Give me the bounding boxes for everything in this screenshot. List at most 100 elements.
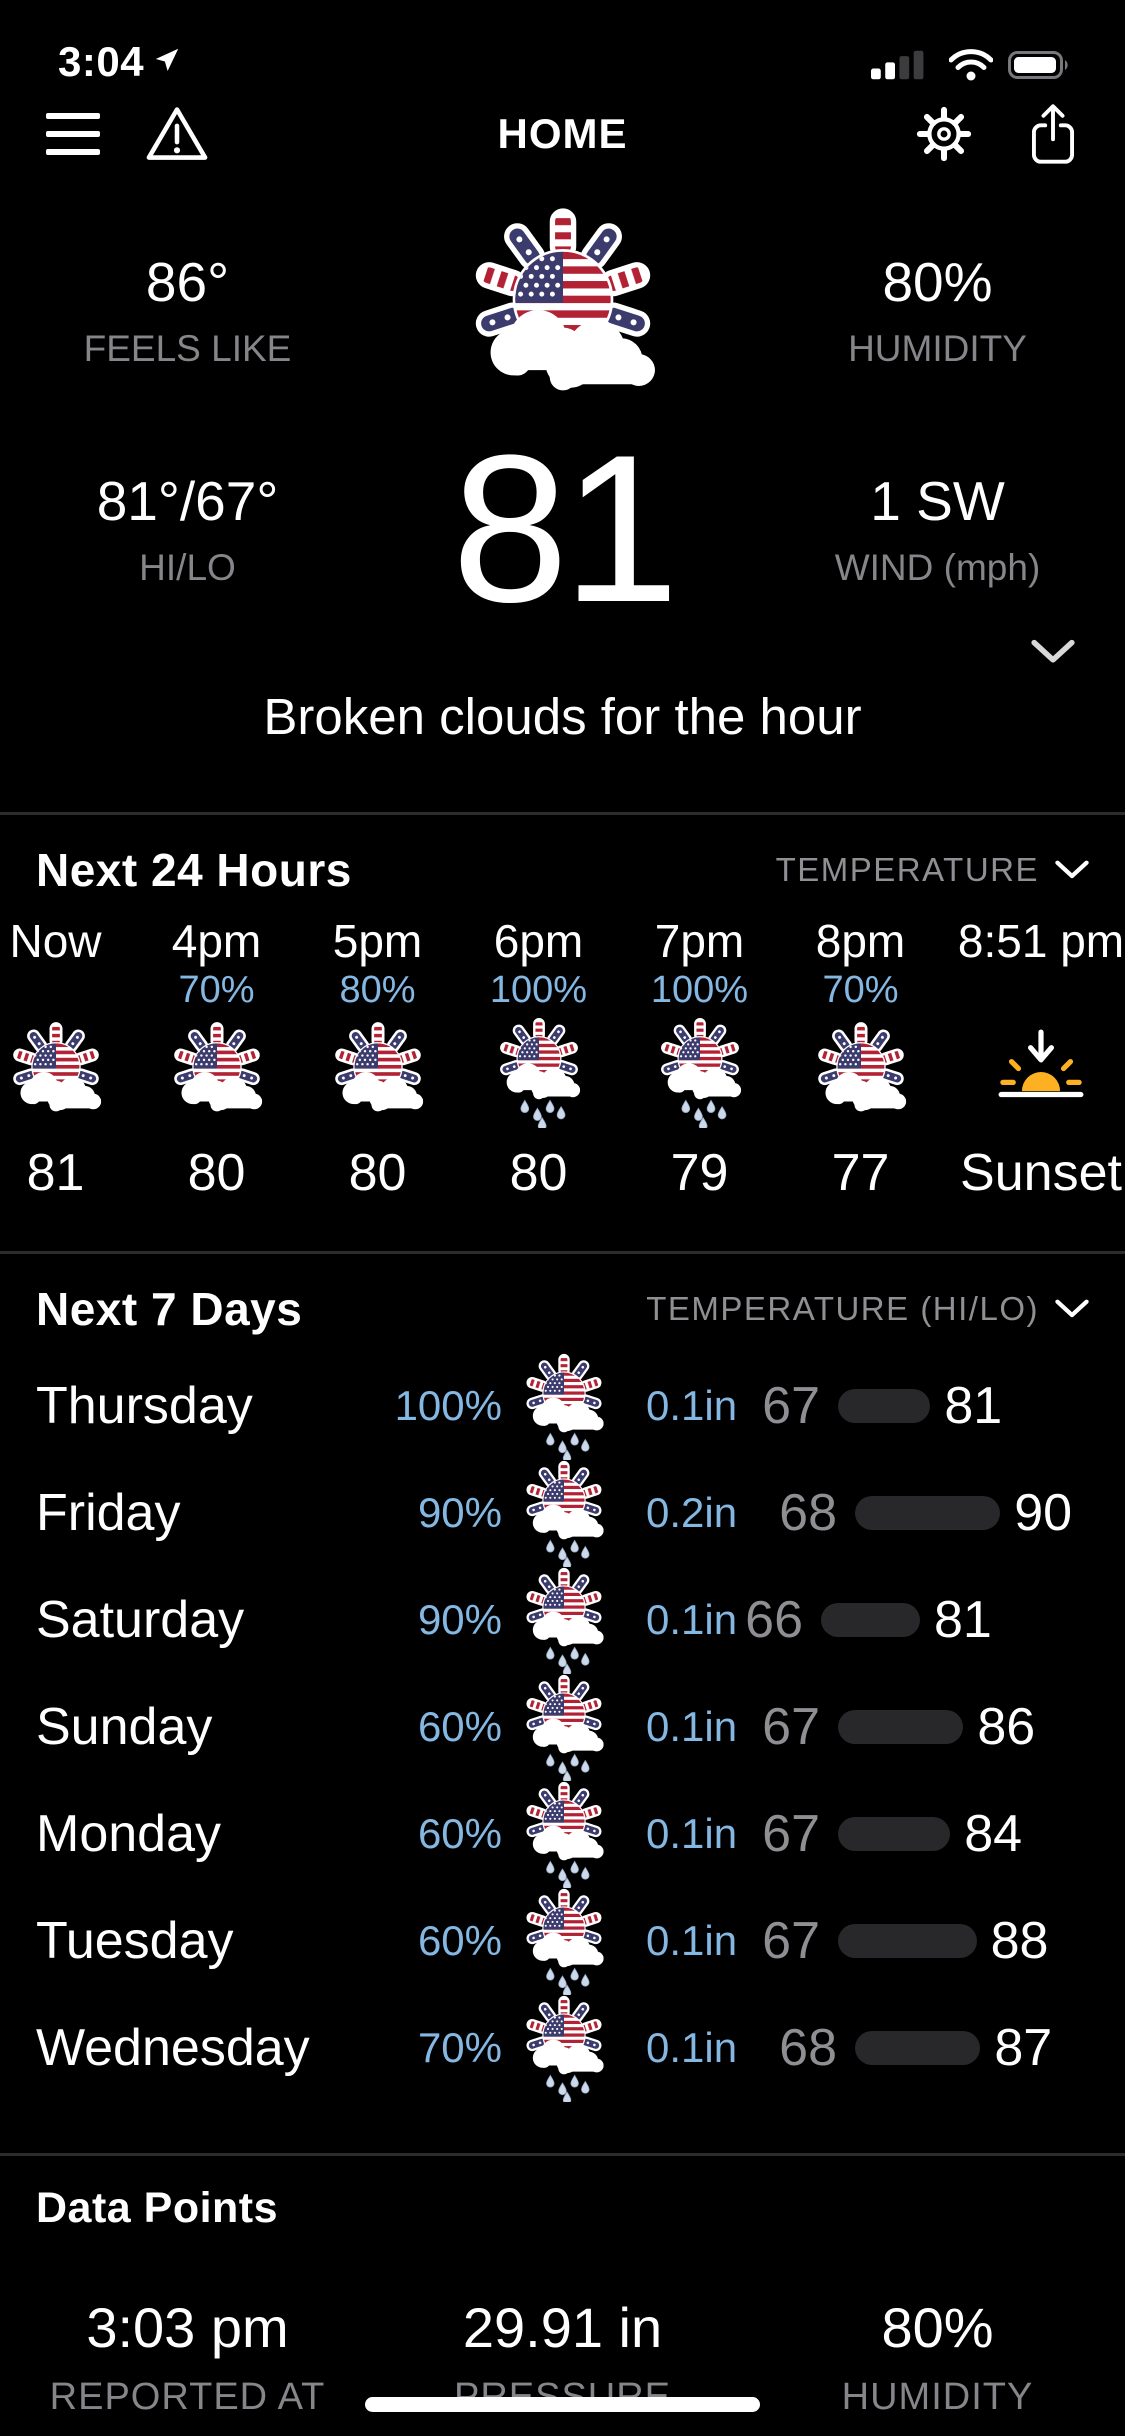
high-temp: 81 [934, 1590, 992, 1649]
temp-range: 66 81 [743, 1590, 992, 1650]
daily-weather-icon [502, 1994, 626, 2102]
humidity-datapoint-value: 80% [881, 2296, 994, 2359]
temp-range: 68 90 [777, 1483, 1072, 1543]
low-temp: 66 [745, 1590, 803, 1649]
data-points-title: Data Points [36, 2184, 279, 2232]
status-time: 3:04 [58, 38, 145, 85]
hourly-weather-icon [326, 1015, 430, 1129]
hour-column: 7pm 100% 79 [619, 913, 780, 1203]
cellular-signal-icon [871, 50, 935, 85]
hour-column: 8pm 70% 77 [780, 913, 941, 1203]
daily-weather-icon [502, 1673, 626, 1781]
humidity-label: HUMIDITY [848, 328, 1027, 369]
warning-triangle-icon [146, 107, 208, 160]
share-button[interactable] [1027, 101, 1079, 167]
daily-weather-icon [502, 1566, 626, 1674]
temp-range-bar [855, 1495, 1001, 1530]
day-row[interactable]: Friday 90% 0.2in 68 90 [0, 1459, 1125, 1566]
hourly-weather-icon [648, 1015, 752, 1129]
day-row[interactable]: Sunday 60% 0.1in 67 86 [0, 1673, 1125, 1780]
day-row[interactable]: Tuesday 60% 0.1in 67 88 [0, 1887, 1125, 1994]
temp-range: 67 84 [760, 1804, 1022, 1864]
hour-column: 5pm 80% 80 [297, 913, 458, 1203]
hamburger-icon [46, 113, 100, 155]
home-indicator[interactable] [365, 2397, 760, 2412]
temp-range-bar [838, 1388, 931, 1423]
settings-button[interactable] [913, 103, 975, 165]
low-temp: 68 [779, 2018, 837, 2077]
hourly-weather-icon [809, 1015, 913, 1129]
hamburger-menu-button[interactable] [46, 111, 100, 157]
high-temp: 88 [990, 1911, 1049, 1970]
chevron-down-icon [1055, 860, 1089, 880]
hourly-metric-label: TEMPERATURE [775, 851, 1039, 888]
temp-range-bar [821, 1602, 920, 1637]
next-24-hours-header: Next 24 Hours TEMPERATURE [0, 815, 1125, 907]
day-row[interactable]: Thursday 100% 0.1in 67 81 [0, 1352, 1125, 1459]
day-row[interactable]: Wednesday 70% 0.1in 68 87 [0, 1994, 1125, 2101]
app-header: HOME [0, 92, 1125, 176]
pressure-value: 29.91 in [462, 2296, 663, 2359]
current-weather-icon [375, 204, 750, 416]
day-row[interactable]: Saturday 90% 0.1in 66 81 [0, 1566, 1125, 1673]
hilo-label: HI/LO [139, 546, 236, 588]
current-conditions-top: 86° FEELS LIKE 80% HUMIDITY [0, 204, 1125, 416]
temp-range-bar [838, 1923, 977, 1958]
feels-like-value: 86° [145, 251, 230, 313]
expand-conditions-chevron[interactable] [1031, 639, 1075, 665]
high-temp: 84 [964, 1804, 1023, 1863]
low-temp: 67 [762, 1804, 820, 1863]
daily-weather-icon [502, 1459, 626, 1567]
high-temp: 90 [1014, 1483, 1073, 1542]
hourly-weather-icon [4, 1015, 108, 1129]
section-divider [0, 812, 1125, 815]
hour-column: Now 81 [0, 913, 136, 1203]
hour-column: 4pm 70% 80 [136, 913, 297, 1203]
daily-metric-dropdown[interactable]: TEMPERATURE (HI/LO) [646, 1290, 1089, 1328]
daily-metric-label: TEMPERATURE (HI/LO) [646, 1290, 1039, 1327]
status-bar: 3:04 [0, 0, 1125, 92]
low-temp: 67 [762, 1376, 820, 1435]
section-divider [0, 1251, 1125, 1254]
condition-summary: Broken clouds for the hour [263, 688, 862, 745]
data-points-header: Data Points [0, 2156, 1125, 2233]
gear-icon [916, 106, 972, 162]
wind-value: 1 SW [870, 469, 1005, 532]
hour-column: 6pm 100% 80 [458, 913, 619, 1203]
hourly-forecast-strip[interactable]: Now 81 4pm 70% 80 5pm 80% 80 6pm 100% 80… [0, 913, 1125, 1251]
reported-at-label: REPORTED AT [49, 2376, 326, 2418]
temp-range: 68 87 [777, 2018, 1052, 2078]
reported-at-value: 3:03 pm [86, 2296, 289, 2359]
chevron-down-icon [1055, 1299, 1089, 1319]
alerts-button[interactable] [144, 105, 210, 163]
humidity-value: 80% [882, 251, 993, 313]
low-temp: 67 [762, 1911, 820, 1970]
daily-weather-icon [502, 1780, 626, 1888]
hilo-value: 81°/67° [96, 469, 279, 532]
location-arrow-icon [152, 45, 182, 80]
day-row[interactable]: Monday 60% 0.1in 67 84 [0, 1780, 1125, 1887]
sunset-icon [989, 1015, 1093, 1129]
current-conditions-bottom: 81°/67° HI/LO 81 1 SW WIND (mph) [0, 411, 1125, 646]
temp-range-bar [838, 1709, 964, 1744]
temp-range: 67 88 [760, 1911, 1048, 1971]
next-24-hours-title: Next 24 Hours [36, 844, 352, 896]
feels-like-label: FEELS LIKE [83, 328, 292, 369]
section-divider [0, 2153, 1125, 2156]
temp-range: 67 86 [760, 1697, 1035, 1757]
high-temp: 87 [994, 2018, 1053, 2077]
hourly-metric-dropdown[interactable]: TEMPERATURE [776, 851, 1089, 889]
daily-weather-icon [502, 1352, 626, 1460]
hourly-weather-icon [487, 1015, 591, 1129]
wind-label: WIND (mph) [834, 546, 1041, 588]
share-icon [1031, 104, 1075, 164]
low-temp: 67 [762, 1697, 820, 1756]
humidity-datapoint-label: HUMIDITY [841, 2376, 1034, 2418]
current-temperature: 81 [451, 411, 680, 646]
low-temp: 68 [779, 1483, 837, 1542]
temp-range-bar [855, 2030, 981, 2065]
high-temp: 81 [944, 1376, 1003, 1435]
high-temp: 86 [977, 1697, 1036, 1756]
daily-weather-icon [502, 1887, 626, 1995]
